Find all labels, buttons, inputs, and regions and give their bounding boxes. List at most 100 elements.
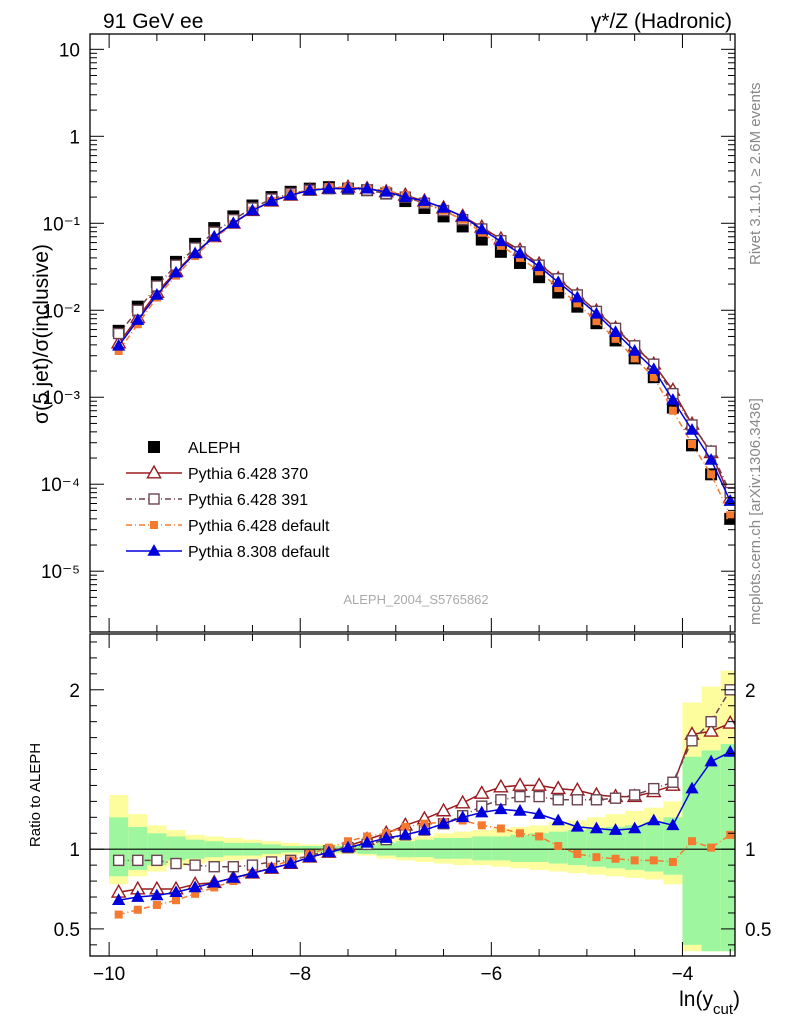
point-pythia-6-428-default: [726, 830, 735, 839]
point-pythia-8-308-default: [398, 190, 412, 202]
point-pythia-6-428-default: [707, 470, 716, 479]
top-series-group: [110, 178, 735, 525]
y-tick-label: 1: [69, 127, 80, 148]
point-pythia-6-428-370: [493, 778, 509, 793]
point-pythia-6-428-391: [533, 790, 545, 803]
band-inner-bin: [644, 822, 664, 872]
point-pythia-6-428-391: [208, 861, 220, 873]
point-pythia-8-308-default: [398, 827, 412, 840]
y-tick-label-right: 0.5: [745, 920, 771, 941]
point-pythia-8-308-default: [589, 821, 604, 834]
point-pythia-6-428-default: [649, 373, 658, 382]
point-pythia-6-428-default: [611, 854, 620, 863]
point-pythia-8-308-default: [494, 802, 508, 815]
point-pythia-8-308-default: [379, 831, 393, 843]
point-pythia-8-308-default: [150, 888, 164, 901]
band-inner-bin: [586, 828, 606, 867]
point-pythia-8-308-default: [417, 194, 432, 206]
rivet-label: Rivet 3.1.10, ≥ 2.6M events: [747, 83, 764, 266]
point-pythia-6-428-391: [112, 854, 125, 867]
y-tick-label: 10⁻⁵: [41, 562, 80, 583]
point-pythia-8-308-default: [494, 234, 508, 247]
header-left: 91 GeV ee: [103, 10, 203, 33]
legend-label-aleph: ALEPH: [188, 440, 240, 457]
point-pythia-8-308-default: [628, 821, 642, 834]
point-pythia-6-428-default: [496, 824, 505, 833]
point-pythia-6-428-370: [435, 802, 452, 817]
series-pythia-8-308-default: [112, 181, 735, 506]
legend-label-pythia-6-428-370: Pythia 6.428 370: [188, 466, 308, 483]
point-pythia-6-428-391: [686, 735, 698, 747]
band-inner-bin: [720, 743, 735, 952]
legend-marker-pythia-8-308-default: [147, 544, 161, 556]
point-pythia-8-308-default: [456, 810, 470, 823]
band-inner-bin: [414, 839, 434, 858]
x-tick-label: −8: [289, 964, 311, 985]
point-pythia-6-428-370: [473, 785, 490, 799]
point-pythia-8-308-default: [379, 184, 393, 197]
point-pythia-8-308-default: [284, 188, 298, 201]
band-inner-bin: [663, 817, 683, 875]
point-pythia-8-308-default: [264, 194, 279, 206]
point-pythia-8-308-default: [475, 222, 489, 235]
point-pythia-8-308-default: [608, 823, 623, 835]
series-line-pythia-6-428-391: [118, 187, 731, 493]
point-pythia-8-308-default: [264, 861, 279, 874]
point-pythia-6-428-391: [609, 792, 622, 804]
point-pythia-8-308-default: [436, 816, 451, 829]
y-tick-label: 10⁻²: [43, 301, 81, 322]
point-pythia-8-308-default: [169, 885, 183, 898]
point-pythia-6-428-391: [189, 859, 201, 871]
point-pythia-6-428-default: [573, 849, 582, 858]
legend-marker-pythia-6-428-370: [146, 464, 162, 479]
point-pythia-6-428-391: [170, 857, 182, 870]
legend: ALEPH Pythia 6.428 370 Pythia 6.428 391 Pyt…: [126, 440, 330, 561]
point-pythia-8-308-default: [150, 288, 164, 300]
point-pythia-8-308-default: [704, 754, 718, 767]
y-tick-label-right: 1: [745, 840, 756, 861]
axes-group: −10 −8 −6 −4 10⁻⁵ 10⁻⁴ 10⁻³ 10⁻² 10⁻¹ 1 10 0.5 0.5 1 1…: [41, 34, 771, 985]
y-tick-label: 10⁻³: [43, 388, 81, 409]
point-pythia-6-428-default: [611, 334, 620, 343]
band-inner-bin: [529, 833, 549, 862]
point-pythia-8-308-default: [112, 338, 126, 351]
point-pythia-6-428-default: [535, 267, 544, 276]
point-pythia-8-308-default: [341, 840, 355, 853]
point-pythia-8-308-default: [207, 229, 221, 242]
point-pythia-8-308-default: [303, 183, 317, 196]
point-pythia-6-428-391: [628, 789, 641, 801]
y-tick-label: 1: [69, 840, 80, 861]
band-inner-bin: [510, 834, 530, 862]
point-pythia-6-428-391: [112, 327, 125, 340]
x-tick-label: −6: [480, 964, 502, 985]
bottom-series-group: [110, 684, 735, 919]
point-pythia-8-308-default: [169, 265, 183, 278]
point-pythia-8-308-default: [513, 246, 527, 259]
band-inner-bin: [491, 836, 511, 861]
series-line-pythia-6-428-391: [118, 689, 731, 868]
point-pythia-8-308-default: [628, 344, 642, 356]
header-right: γ*/Z (Hadronic): [591, 10, 732, 33]
legend-marker-aleph: [148, 441, 160, 453]
point-pythia-6-428-default: [688, 440, 696, 449]
point-pythia-8-308-default: [436, 201, 451, 213]
point-pythia-6-428-default: [630, 354, 639, 363]
point-pythia-8-308-default: [513, 804, 527, 816]
point-pythia-8-308-default: [704, 453, 718, 465]
point-pythia-8-308-default: [226, 870, 240, 883]
point-pythia-8-308-default: [322, 845, 336, 858]
point-pythia-8-308-default: [570, 819, 584, 832]
y-tick-label: 10⁻¹: [43, 214, 81, 235]
point-pythia-8-308-default: [245, 203, 260, 216]
bottom-y-axis-label: Ratio to ALEPH: [27, 743, 44, 847]
point-pythia-6-428-default: [114, 910, 123, 919]
point-pythia-6-428-default: [477, 821, 486, 830]
band-inner-bin: [567, 830, 587, 866]
point-pythia-8-308-default: [456, 209, 470, 222]
band-inner-bin: [109, 817, 129, 877]
point-pythia-8-308-default: [131, 313, 145, 325]
point-pythia-6-428-default: [152, 900, 161, 909]
point-pythia-8-308-default: [112, 893, 126, 906]
point-pythia-6-428-370: [512, 777, 528, 791]
